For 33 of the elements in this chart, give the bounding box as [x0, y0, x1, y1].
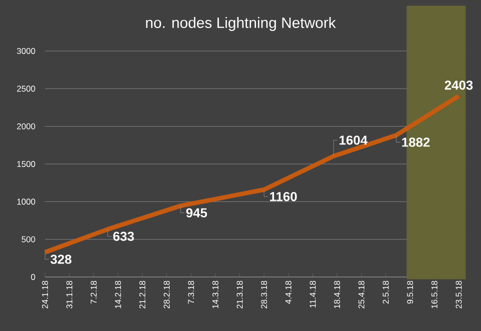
chart-title: no. nodes Lightning Network: [146, 17, 336, 31]
y-tick-label: 3000: [16, 48, 36, 54]
x-tick-label: 23.5.18: [456, 280, 462, 308]
y-tick-label: 1500: [17, 161, 36, 167]
data-label: 1882: [402, 138, 430, 147]
x-tick-label: 24.1.18: [42, 280, 48, 308]
x-tick-label: 25.4.18: [358, 280, 364, 308]
x-tick-label: 14.3.18: [212, 280, 218, 308]
x-tick-label: 11.4.18: [310, 280, 316, 308]
y-tick-label: 2000: [17, 123, 36, 130]
x-tick-label: 7.3.18: [188, 280, 194, 304]
data-label: 945: [186, 208, 208, 218]
data-label: 2403: [444, 80, 473, 90]
x-tick-label: 9.5.18: [407, 280, 414, 304]
y-tick-label: 0: [31, 274, 36, 280]
x-tick-label: 21.2.18: [139, 280, 146, 308]
x-tick-label: 14.2.18: [115, 280, 122, 308]
x-tick-label: 4.4.18: [285, 280, 292, 304]
data-label: 1160: [270, 192, 297, 202]
data-label: 1604: [340, 136, 368, 145]
y-tick-label: 1000: [17, 198, 36, 205]
x-tick-label: 16.5.18: [431, 280, 438, 308]
x-tick-label: 7.2.18: [90, 280, 97, 304]
y-tick-label: 2500: [17, 86, 36, 92]
x-tick-label: 21.3.18: [236, 280, 243, 308]
data-label: 328: [50, 254, 72, 264]
y-tick-label: 500: [22, 236, 36, 242]
x-tick-label: 28.2.18: [164, 280, 170, 308]
x-tick-label: 28.3.18: [261, 280, 268, 308]
x-tick-label: 31.1.18: [66, 280, 72, 308]
x-tick-label: 2.5.18: [382, 280, 389, 304]
x-tick-label: 18.4.18: [334, 280, 340, 308]
data-label: 633: [113, 232, 134, 241]
